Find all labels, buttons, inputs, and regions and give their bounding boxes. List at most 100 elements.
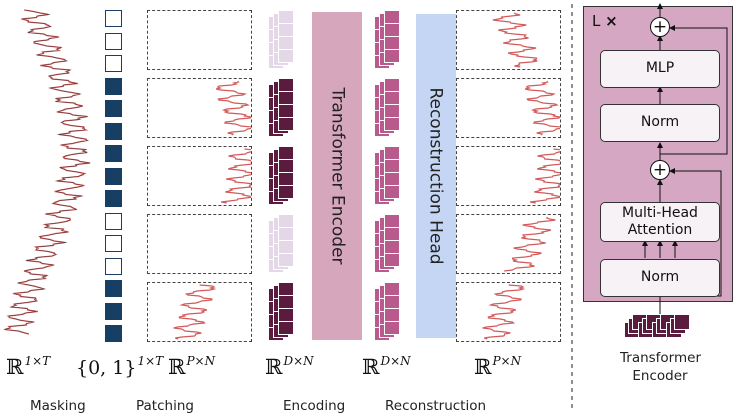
reconstruction-token bbox=[384, 78, 400, 92]
encoded-token bbox=[278, 185, 294, 199]
reconstruction-head-label: Reconstruction Head bbox=[426, 87, 446, 265]
output-patch-column bbox=[456, 10, 568, 345]
mask-column bbox=[105, 10, 122, 345]
reconstruction-token bbox=[384, 23, 400, 37]
mlp-box: MLP bbox=[600, 50, 720, 88]
output-patch-1 bbox=[456, 10, 561, 70]
output-patch-signal bbox=[492, 12, 538, 68]
input-patch-2 bbox=[147, 78, 255, 138]
encoder-input-tokens bbox=[624, 312, 694, 346]
residual-add-top-icon: + bbox=[650, 17, 670, 37]
output-patch-signal bbox=[504, 216, 556, 272]
reconstruction-token bbox=[384, 36, 400, 50]
reconstruction-token bbox=[384, 104, 400, 118]
patch-column bbox=[147, 10, 259, 345]
reconstruction-token bbox=[384, 10, 400, 24]
reconstruction-token bbox=[384, 117, 400, 131]
encoded-token bbox=[278, 23, 294, 37]
encoded-token bbox=[278, 214, 294, 228]
reconstruction-token bbox=[384, 253, 400, 267]
reconstruction-token bbox=[384, 282, 400, 296]
mask-visible-square bbox=[105, 145, 122, 162]
norm-bottom-box: Norm bbox=[600, 259, 720, 297]
output-patch-3 bbox=[456, 146, 568, 206]
repeat-l: L bbox=[592, 12, 601, 30]
section-divider bbox=[571, 4, 573, 412]
encoder-caption: Transformer Encoder bbox=[620, 350, 702, 384]
mask-visible-square bbox=[105, 302, 122, 320]
encoded-token bbox=[278, 253, 294, 267]
encoded-token bbox=[278, 104, 294, 118]
encoded-token bbox=[278, 295, 294, 309]
norm-top-box: Norm bbox=[600, 104, 720, 142]
label-output-dim: ℝP×N bbox=[474, 354, 522, 379]
label-patch-dim: ℝP×N bbox=[168, 354, 216, 379]
encoded-token bbox=[278, 10, 294, 24]
encoded-token bbox=[278, 49, 294, 63]
residual-add-bottom-icon: + bbox=[650, 160, 670, 180]
label-reconstruction-dim: ℝD×N bbox=[362, 354, 411, 379]
encoded-token bbox=[278, 91, 294, 105]
mask-hidden-square bbox=[105, 257, 122, 275]
encoded-token bbox=[278, 240, 294, 254]
reconstruction-token-column bbox=[374, 10, 414, 345]
output-patch-2 bbox=[456, 78, 564, 138]
reconstruction-token bbox=[384, 240, 400, 254]
output-patch-4 bbox=[456, 214, 561, 274]
reconstruction-token bbox=[384, 321, 400, 335]
reconstruction-token bbox=[384, 308, 400, 322]
reconstruction-token bbox=[384, 49, 400, 63]
input-patch-4 bbox=[147, 214, 252, 274]
output-patch-signal bbox=[482, 284, 526, 340]
encoded-token bbox=[278, 159, 294, 173]
reconstruction-token bbox=[384, 159, 400, 173]
mask-visible-square bbox=[105, 167, 122, 185]
input-patch-signal bbox=[220, 148, 259, 204]
mask-visible-square bbox=[105, 325, 122, 342]
reconstruction-token bbox=[384, 227, 400, 241]
encoded-token bbox=[278, 282, 294, 296]
input-patch-5 bbox=[147, 282, 252, 342]
mask-visible-square bbox=[105, 190, 122, 207]
reconstruction-token bbox=[384, 185, 400, 199]
encoded-token bbox=[278, 308, 294, 322]
output-patch-5 bbox=[456, 282, 561, 342]
stage-encoding: Encoding bbox=[283, 398, 346, 414]
label-encoding-dim: ℝD×N bbox=[265, 354, 314, 379]
input-patch-signal bbox=[215, 80, 255, 136]
encoded-token bbox=[278, 78, 294, 92]
reconstruction-token bbox=[384, 172, 400, 186]
output-patch-signal bbox=[524, 80, 564, 136]
stage-masking: Masking bbox=[30, 398, 86, 414]
transformer-encoder-label: Transformer Encoder bbox=[327, 87, 348, 265]
reconstruction-token bbox=[384, 91, 400, 105]
repeat-label: L × bbox=[592, 12, 618, 30]
mask-visible-square bbox=[105, 122, 122, 140]
encoded-token bbox=[278, 172, 294, 186]
mask-visible-square bbox=[105, 280, 122, 297]
mask-visible-square bbox=[105, 77, 122, 95]
reconstruction-head-block: Reconstruction Head bbox=[416, 14, 456, 338]
input-patch-1 bbox=[147, 10, 252, 70]
encoded-token bbox=[278, 36, 294, 50]
reconstruction-token bbox=[384, 295, 400, 309]
label-patching-dim: {0, 1}1×T bbox=[76, 354, 164, 379]
mask-hidden-square bbox=[105, 212, 122, 230]
encoded-token bbox=[278, 227, 294, 241]
encoder-input-token bbox=[674, 314, 690, 330]
reconstruction-token bbox=[384, 214, 400, 228]
encoded-token bbox=[278, 146, 294, 160]
mask-hidden-square bbox=[105, 235, 122, 252]
mask-hidden-square bbox=[105, 10, 122, 27]
encoded-token bbox=[278, 117, 294, 131]
input-patch-3 bbox=[147, 146, 259, 206]
multi-head-attention-box: Multi-Head Attention bbox=[600, 202, 720, 242]
reconstruction-token bbox=[384, 146, 400, 160]
output-patch-signal bbox=[529, 148, 568, 204]
encoded-token-column bbox=[268, 10, 308, 345]
stage-reconstruction: Reconstruction bbox=[385, 398, 487, 414]
mask-visible-square bbox=[105, 100, 122, 117]
input-patch-signal bbox=[173, 284, 217, 340]
encoded-token bbox=[278, 321, 294, 335]
repeat-x: × bbox=[605, 12, 618, 30]
